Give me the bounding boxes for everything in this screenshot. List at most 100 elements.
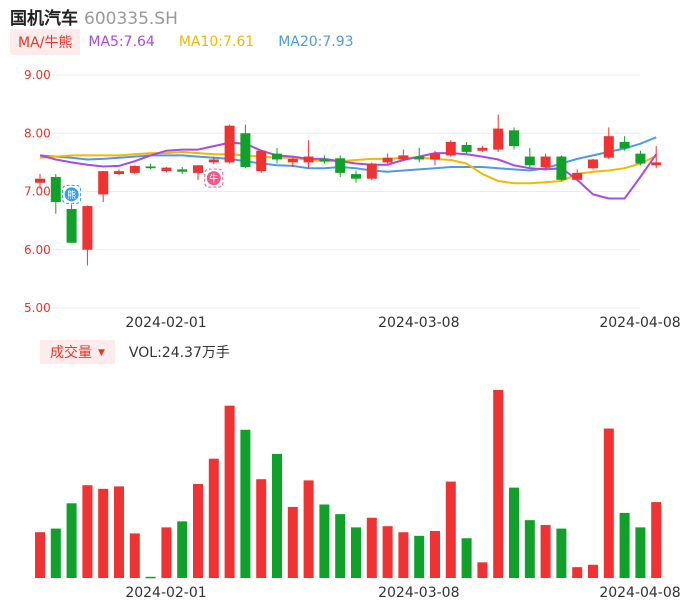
candle-body <box>366 163 377 179</box>
volume-bar <box>619 512 630 578</box>
volume-bar <box>98 488 109 578</box>
volume-bar <box>145 576 156 579</box>
candle-body <box>35 178 45 183</box>
volume-bar <box>272 453 282 578</box>
candle-body <box>509 130 519 147</box>
dropdown-arrow-icon: ▼ <box>98 348 105 358</box>
candle-body <box>50 176 61 202</box>
candle-body <box>572 172 583 180</box>
volume-indicator-selector[interactable]: 成交量 ▼ <box>40 340 115 364</box>
candle-body <box>303 156 314 163</box>
date-tick-label: 2024-03-08 <box>378 315 459 331</box>
volume-bar <box>430 531 440 578</box>
candle-body <box>177 169 188 172</box>
candle-body <box>66 208 77 243</box>
candle-body <box>635 153 646 164</box>
ma-legend: MA/牛熊 MA5:7.64 MA10:7.61 MA20:7.93 <box>10 29 378 55</box>
price-tick-label: 8.00 <box>24 126 51 140</box>
candle-body <box>335 158 346 173</box>
price-tick-label: 7.00 <box>24 185 51 199</box>
volume-bar <box>287 506 298 578</box>
candle-body <box>556 156 567 180</box>
stock-title: 国机汽车 600335.SH <box>10 4 178 29</box>
volume-bar <box>114 486 124 578</box>
ma20-line <box>39 136 657 173</box>
stock-name: 国机汽车 <box>10 9 78 29</box>
candle-body <box>193 165 203 173</box>
candle-body <box>524 156 535 166</box>
volume-bar <box>588 564 598 578</box>
candle-body <box>651 162 662 166</box>
candle-body <box>588 159 598 169</box>
candle-body <box>272 153 282 160</box>
volume-bar <box>524 520 535 578</box>
candle-body <box>256 150 267 172</box>
indicator-selector[interactable]: MA/牛熊 <box>10 29 81 55</box>
ma20-label: MA20:7.93 <box>278 34 354 50</box>
candle-body <box>145 166 156 169</box>
volume-bar <box>129 533 140 578</box>
volume-bar <box>82 485 93 578</box>
candle-body <box>398 155 409 160</box>
candle-body <box>114 171 124 175</box>
candle-body <box>619 141 630 149</box>
volume-bar <box>540 524 551 578</box>
volume-bar <box>477 562 488 578</box>
ma5-label: MA5:7.64 <box>88 34 155 50</box>
volume-indicator-label: 成交量 <box>50 345 92 361</box>
volume-bar <box>509 487 519 578</box>
date-tick-label: 2024-02-01 <box>125 315 206 331</box>
volume-bar <box>303 480 314 578</box>
volume-bar <box>445 481 456 578</box>
ma5-line <box>39 141 658 200</box>
candle-body <box>351 174 361 179</box>
marker-label: 牛 <box>209 173 218 185</box>
candle-body <box>382 157 393 163</box>
candle-body <box>414 156 425 160</box>
date-tick-label: 2024-03-08 <box>378 585 459 601</box>
bear-marker-frame <box>62 184 82 204</box>
volume-bar <box>572 567 583 578</box>
price-tick-label: 5.00 <box>24 301 51 315</box>
volume-bar <box>50 528 61 578</box>
candle-body <box>540 156 551 168</box>
volume-bar <box>651 502 662 578</box>
volume-bar <box>461 538 472 578</box>
date-tick-label: 2024-02-01 <box>125 585 206 601</box>
price-tick-label: 9.00 <box>24 68 51 82</box>
volume-bar <box>193 484 203 578</box>
volume-bar <box>319 504 330 578</box>
volume-bar <box>382 526 393 578</box>
volume-bar <box>335 514 346 578</box>
volume-bar <box>240 429 251 578</box>
volume-bar <box>208 458 219 578</box>
volume-value-label: VOL:24.37万手 <box>128 345 230 361</box>
candle-body <box>240 133 251 168</box>
candle-body <box>477 147 488 151</box>
volume-bar <box>177 521 188 578</box>
candle-body <box>493 128 504 150</box>
bull-marker-frame <box>204 168 224 188</box>
price-tick-label: 6.00 <box>24 243 51 257</box>
volume-bar <box>603 428 614 578</box>
volume-bar <box>398 532 409 578</box>
volume-bar <box>256 479 267 578</box>
candle-body <box>445 141 456 156</box>
volume-bar <box>414 535 425 578</box>
bear-marker-icon <box>64 187 79 202</box>
candle-body <box>129 165 140 173</box>
candle-body <box>224 125 235 163</box>
candle-body <box>319 159 330 162</box>
marker-label: 熊 <box>67 189 76 201</box>
volume-bar <box>351 527 361 578</box>
candle-body <box>82 206 93 250</box>
candle-body <box>461 144 472 152</box>
candle-body <box>430 153 440 160</box>
ma10-label: MA10:7.61 <box>178 34 255 50</box>
volume-bar <box>493 390 504 578</box>
date-tick-label: 2024-04-08 <box>599 585 680 601</box>
candle-body <box>287 158 298 163</box>
volume-bar <box>66 503 77 578</box>
volume-bar <box>35 532 45 578</box>
